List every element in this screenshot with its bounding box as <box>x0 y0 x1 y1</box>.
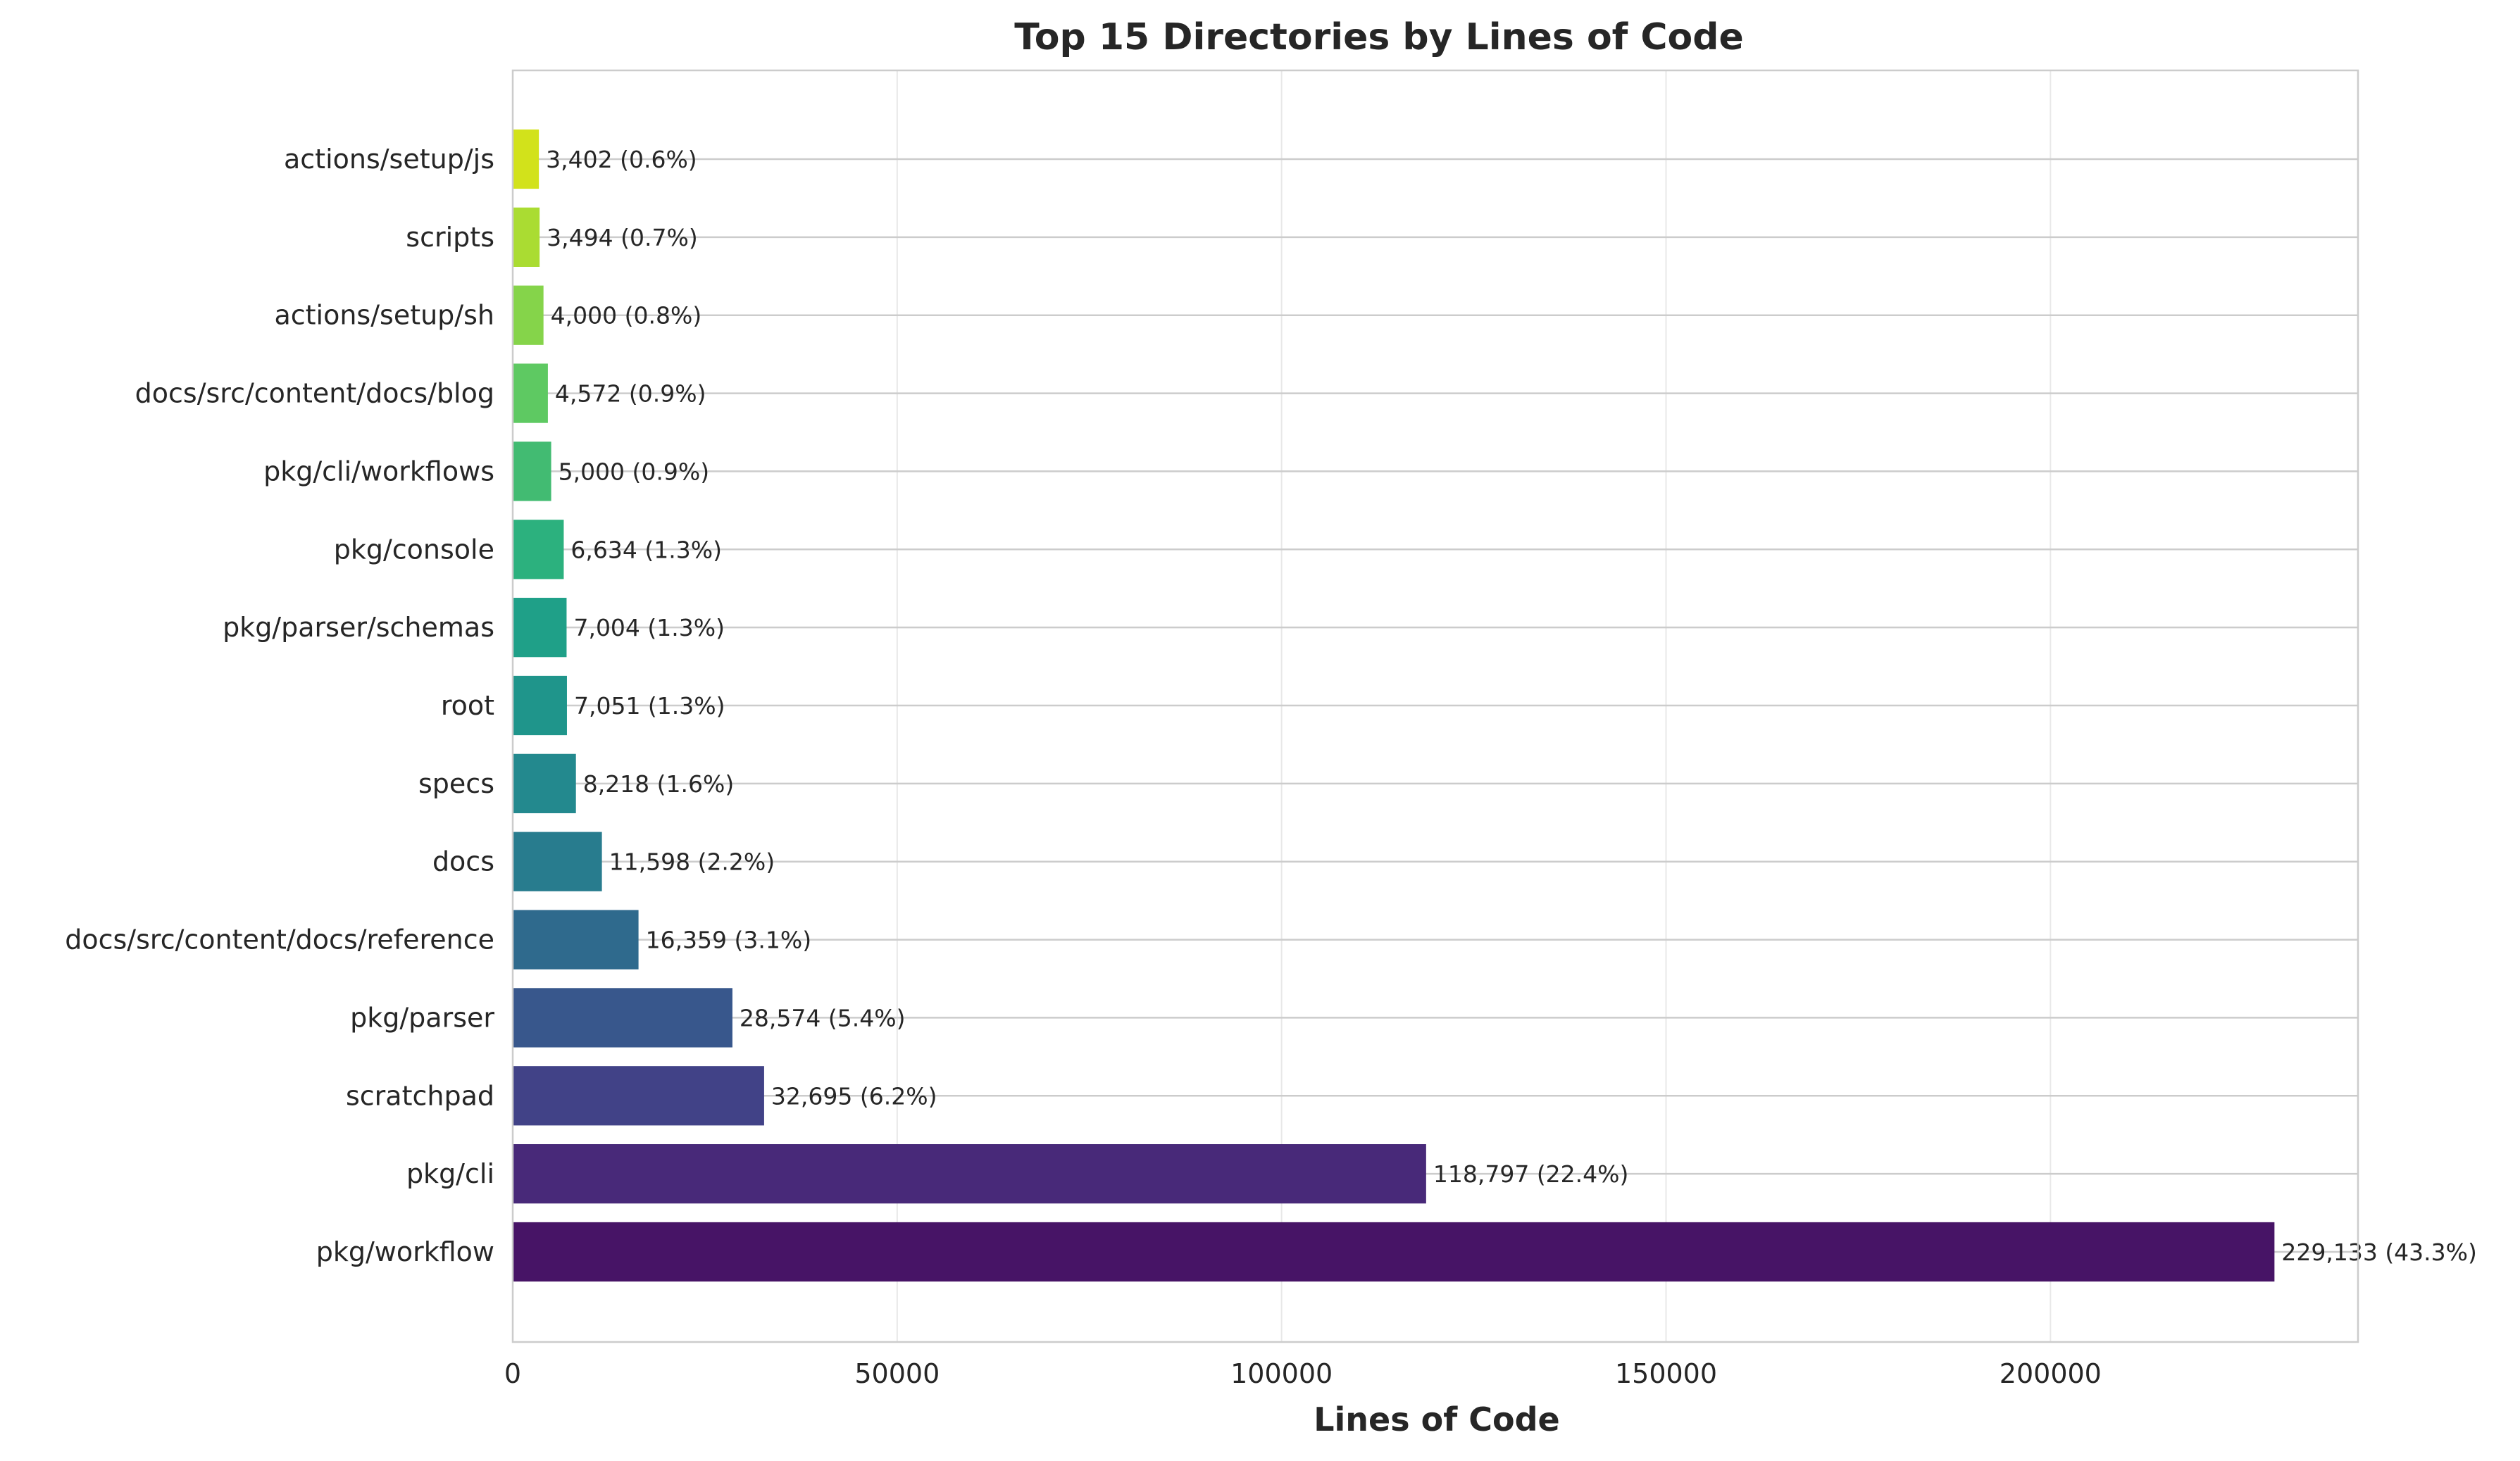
data-label: 8,218 (1.6%) <box>583 770 735 798</box>
category-label: docs/src/content/docs/reference <box>65 924 494 955</box>
category-label: pkg/parser/schemas <box>223 612 494 643</box>
bar <box>513 129 539 189</box>
data-label: 5,000 (0.9%) <box>559 458 710 485</box>
chart-title: Top 15 Directories by Lines of Code <box>1014 16 1744 58</box>
bar <box>513 207 540 267</box>
plot-frame <box>511 69 2359 1343</box>
bar <box>513 675 567 736</box>
category-label: actions/setup/sh <box>274 300 494 331</box>
category-label: docs/src/content/docs/blog <box>135 378 494 409</box>
data-label: 4,000 (0.8%) <box>551 302 702 330</box>
bar <box>513 1144 1426 1204</box>
data-label: 16,359 (3.1%) <box>646 927 812 954</box>
category-label: docs <box>432 846 494 877</box>
label-layer: 0 50000 100000 150000 200000 pkg/workflow 229,… <box>65 144 2477 1389</box>
category-label: pkg/cli <box>406 1158 494 1189</box>
data-label: 7,051 (1.3%) <box>574 692 725 720</box>
x-tick-label: 0 <box>504 1358 521 1389</box>
data-label: 11,598 (2.2%) <box>609 848 775 876</box>
bar <box>513 988 732 1048</box>
x-tick-label: 100000 <box>1230 1358 1333 1389</box>
bar <box>513 520 564 579</box>
category-label: scratchpad <box>346 1080 494 1111</box>
category-label: specs <box>418 768 494 799</box>
category-label: root <box>441 690 494 721</box>
bar <box>513 363 548 423</box>
bar <box>513 910 639 970</box>
data-label: 28,574 (5.4%) <box>740 1004 906 1032</box>
bar <box>513 1222 2275 1282</box>
category-label: scripts <box>406 222 494 253</box>
category-label: pkg/parser <box>350 1002 494 1033</box>
data-label: 6,634 (1.3%) <box>570 536 722 563</box>
category-label: pkg/cli/workflows <box>263 456 494 487</box>
data-label: 229,133 (43.3%) <box>2281 1239 2477 1266</box>
category-label: actions/setup/js <box>284 144 494 175</box>
data-label: 32,695 (6.2%) <box>771 1082 937 1110</box>
bar <box>513 598 567 658</box>
data-label: 118,797 (22.4%) <box>1433 1160 1629 1188</box>
bar-layer <box>513 129 2275 1282</box>
data-label: 3,402 (0.6%) <box>546 146 697 173</box>
data-label: 7,004 (1.3%) <box>573 614 725 641</box>
x-axis-label: Lines of Code <box>1314 1400 1560 1438</box>
data-label: 4,572 (0.9%) <box>555 380 706 408</box>
bar <box>513 753 576 813</box>
category-label: pkg/workflow <box>316 1236 494 1267</box>
x-tick-label: 50000 <box>854 1358 940 1389</box>
bar <box>513 1066 764 1126</box>
bar <box>513 285 544 345</box>
x-tick-label: 200000 <box>2000 1358 2102 1389</box>
bar <box>513 832 602 891</box>
x-tick-label: 150000 <box>1615 1358 1717 1389</box>
data-label: 3,494 (0.7%) <box>547 224 698 251</box>
category-label: pkg/console <box>334 534 494 565</box>
bar <box>513 441 551 501</box>
